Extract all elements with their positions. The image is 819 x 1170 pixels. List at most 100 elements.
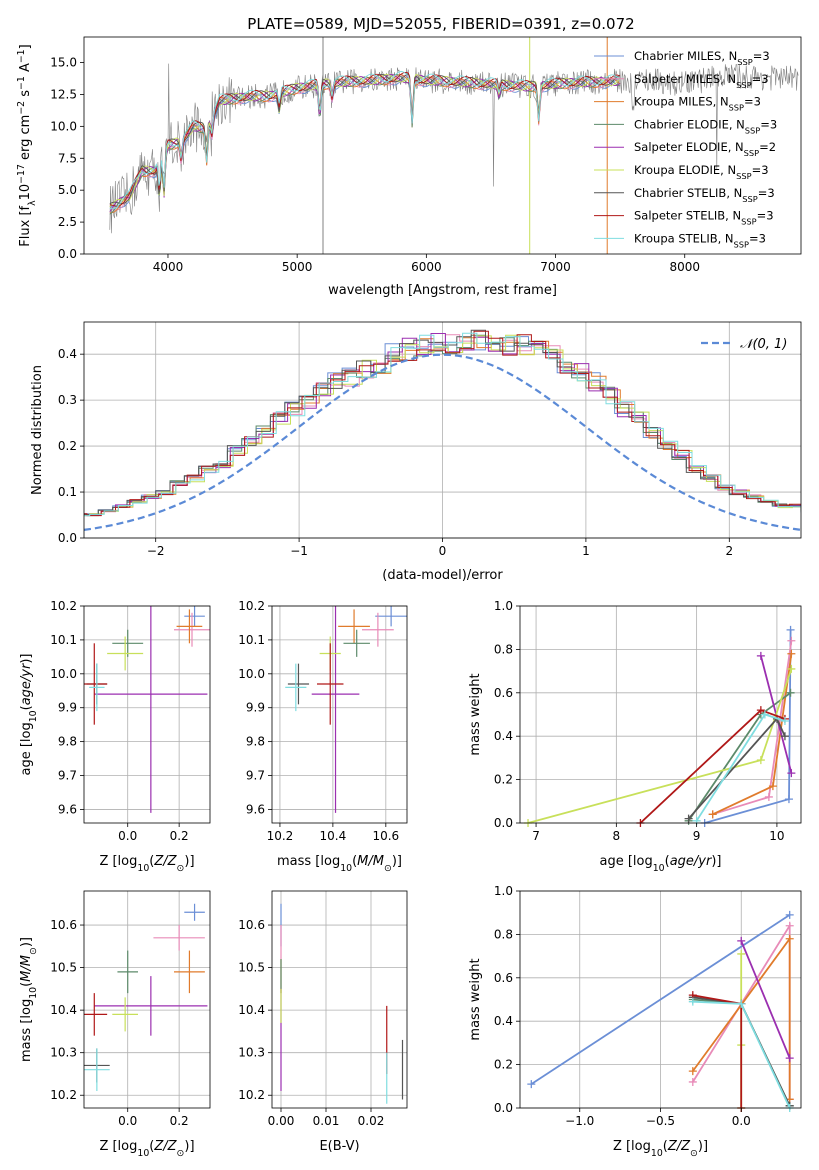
histogram-step-chabrier_stelib: [84, 329, 801, 517]
weight-z-ylabel: mass weight: [468, 958, 483, 1040]
weight-age-marker-kroupa_miles: [768, 782, 777, 791]
spectrum-data-line: [109, 63, 799, 234]
weight-z-marker-kroupa_stelib: [688, 997, 697, 1006]
histogram-xtick-label: −2: [147, 544, 165, 558]
age-mass-ytick-label: 9.6: [246, 802, 265, 816]
spectrum-xlabel: wavelength [Angstrom, rest frame]: [328, 283, 557, 298]
figure-title: PLATE=0589, MJD=52055, FIBERID=0391, z=0…: [247, 15, 634, 33]
spectrum-axes-frame: [83, 36, 802, 255]
spectrum-xtick-label: 5000: [282, 260, 313, 274]
mass-ebv-ytick-label: 10.2: [238, 1088, 265, 1102]
histogram-ytick-label: 0.3: [58, 393, 77, 407]
weight-age-marker-chabrier_miles: [784, 795, 793, 804]
weight-age-ytick-label: 1.0: [494, 599, 513, 613]
histogram-ytick-label: 0.0: [58, 531, 77, 545]
weight-z-ytick-label: 0.6: [494, 971, 513, 985]
weight-age-ytick-label: 0.4: [494, 729, 513, 743]
weight-age-marker-salpeter_elodie: [756, 651, 765, 660]
spectrum-model-line-salpeter_stelib: [109, 71, 621, 207]
spectrum-ytick-label: 7.5: [58, 151, 77, 165]
weight-z-marker-kroupa_stelib: [737, 999, 746, 1008]
age-z-ytick-label: 9.7: [58, 769, 77, 783]
age-z-axes-frame: [83, 605, 211, 824]
weight-age-marker-chabrier_miles: [786, 625, 795, 634]
weight-age-marker-kroupa_miles: [708, 810, 717, 819]
histogram-axes-frame: [83, 321, 802, 539]
spectrum-legend-label: Kroupa MILES, NSSP=3: [634, 95, 761, 113]
spectrum-legend-label: Chabrier STELIB, NSSP=3: [634, 186, 775, 204]
mass-z-xlabel: Z [log10(Z/Z⊙)]: [99, 1139, 194, 1159]
spectrum-xtick-label: 4000: [153, 260, 184, 274]
age-mass-xtick-label: 10.2: [267, 829, 294, 843]
weight-z-xlabel: Z [log10(Z/Z⊙)]: [613, 1139, 708, 1159]
weight-z-ytick-label: 0.2: [494, 1058, 513, 1072]
weight-z-marker-salpeter_miles: [785, 921, 794, 930]
spectrum-legend-label: Kroupa ELODIE, NSSP=3: [634, 163, 769, 181]
histogram-xtick-label: 1: [582, 544, 590, 558]
histogram-step-salpeter_stelib: [84, 330, 801, 517]
age-z-ytick-label: 10.0: [50, 667, 77, 681]
spectrum-legend-label: Salpeter STELIB, NSSP=3: [634, 209, 774, 227]
weight-age-marker-kroupa_elodie: [787, 664, 796, 673]
weight-z-marker-chabrier_miles: [527, 1080, 536, 1089]
histogram-step-kroupa_stelib: [84, 332, 801, 517]
weight-z-axes-frame: [519, 890, 802, 1109]
weight-age-marker-salpeter_miles: [764, 792, 773, 801]
histogram-ytick-label: 0.2: [58, 439, 77, 453]
weight-age-ylabel: mass weight: [468, 673, 483, 755]
mass-ebv-axes-frame: [271, 890, 408, 1109]
histogram-xtick-label: 0: [439, 544, 447, 558]
mass-ebv-ytick-label: 10.6: [238, 918, 265, 932]
mass-ebv-xlabel: E(B-V): [319, 1139, 359, 1154]
age-z-xlabel: Z [log10(Z/Z⊙)]: [99, 854, 194, 874]
spectrum-model-line-kroupa_stelib: [109, 70, 621, 210]
weight-age-marker-kroupa_stelib: [760, 710, 769, 719]
weight-z-marker-salpeter_miles: [688, 1077, 697, 1086]
weight-age-ytick-label: 0.2: [494, 773, 513, 787]
weight-age-marker-salpeter_stelib: [756, 706, 765, 715]
weight-z-xtick-label: 0.0: [732, 1114, 751, 1128]
mass-ebv-xtick-label: 0.01: [313, 1114, 340, 1128]
age-mass-axes-frame: [271, 605, 408, 824]
mass-z-axes-frame: [83, 890, 211, 1109]
mass-ebv-xtick-label: 0.02: [358, 1114, 385, 1128]
mass-z-ytick-label: 10.4: [50, 1003, 77, 1017]
weight-age-marker-chabrier_elodie: [786, 688, 795, 697]
histogram-ylabel: Normed distribution: [30, 365, 45, 495]
spectrum-legend-label: Kroupa STELIB, NSSP=3: [634, 231, 766, 249]
age-z-ytick-label: 9.9: [58, 701, 77, 715]
weight-age-xlabel: age [log10(age/yr)]: [599, 854, 721, 874]
weight-age-xtick-label: 10: [769, 829, 784, 843]
weight-z-line-salpeter_elodie: [740, 940, 791, 1059]
spectrum-ytick-label: 15.0: [50, 56, 77, 70]
mass-ebv-ytick-label: 10.5: [238, 961, 265, 975]
spectrum-ytick-label: 12.5: [50, 87, 77, 101]
mass-ebv-xtick-label: 0.00: [268, 1114, 295, 1128]
mass-z-ytick-label: 10.6: [50, 918, 77, 932]
mass-z-ylabel: mass [log10(M/M⊙)]: [19, 937, 39, 1062]
age-mass-ytick-label: 10.0: [238, 667, 265, 681]
age-mass-ytick-label: 10.1: [238, 633, 265, 647]
histogram-ytick-label: 0.1: [58, 485, 77, 499]
spectrum-xtick-label: 8000: [669, 260, 700, 274]
spectrum-legend-label: Salpeter MILES, NSSP=3: [634, 72, 769, 90]
spectrum-ytick-label: 10.0: [50, 119, 77, 133]
weight-age-marker-salpeter_elodie: [787, 769, 796, 778]
age-mass-xtick-label: 10.4: [320, 829, 347, 843]
weight-z-ytick-label: 0.8: [494, 927, 513, 941]
weight-age-ytick-label: 0.6: [494, 686, 513, 700]
weight-z-ytick-label: 1.0: [494, 884, 513, 898]
weight-age-xtick-label: 8: [613, 829, 621, 843]
weight-age-ytick-label: 0.8: [494, 642, 513, 656]
age-z-ytick-label: 9.6: [58, 802, 77, 816]
weight-age-axes-frame: [519, 605, 802, 824]
spectrum-ytick-label: 0.0: [58, 247, 77, 261]
age-z-ytick-label: 10.1: [50, 633, 77, 647]
weight-age-marker-kroupa_miles: [787, 649, 796, 658]
age-mass-ytick-label: 10.2: [238, 599, 265, 613]
spectrum-legend-label: Chabrier ELODIE, NSSP=3: [634, 117, 777, 135]
weight-z-ytick-label: 0.0: [494, 1101, 513, 1115]
spectrum-model-line-kroupa_miles: [109, 73, 621, 214]
